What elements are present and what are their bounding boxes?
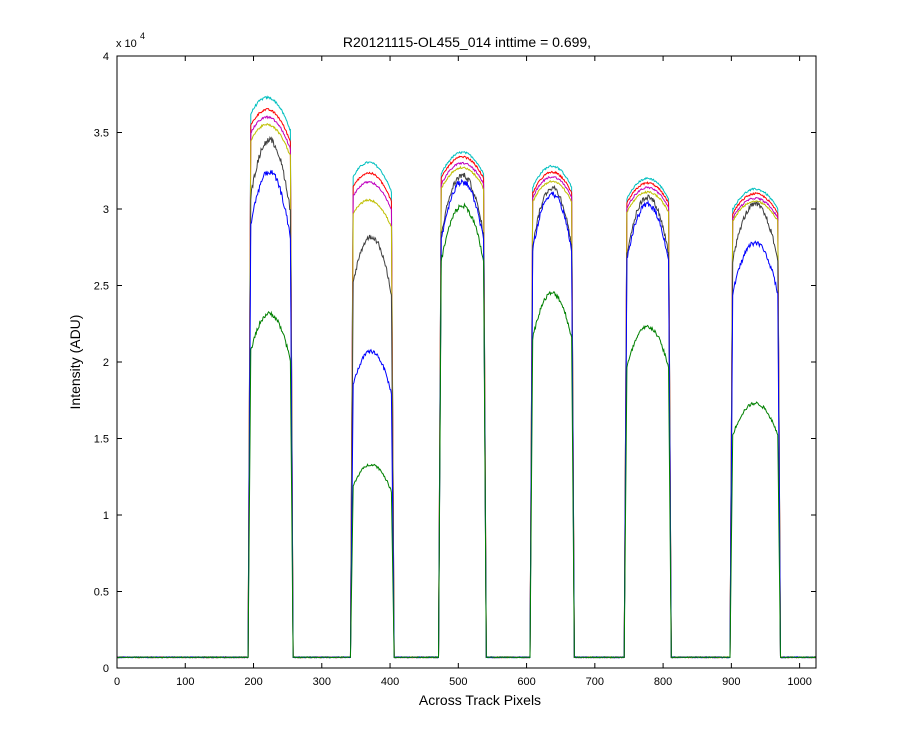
x-tick-label: 400 xyxy=(381,676,399,688)
plot-frame xyxy=(116,55,817,669)
y-multiplier-exponent: 4 xyxy=(140,31,145,41)
y-axis-label: Intensity (ADU) xyxy=(67,315,83,410)
x-axis-label: Across Track Pixels xyxy=(419,692,541,708)
y-tick-label: 0.5 xyxy=(94,587,109,599)
y-tick-label: 0 xyxy=(103,663,109,675)
y-tick-label: 2.5 xyxy=(94,281,109,293)
x-tick-label: 900 xyxy=(722,676,740,688)
x-tick-label: 200 xyxy=(244,676,262,688)
series-line xyxy=(116,108,817,659)
series-line xyxy=(116,115,817,659)
y-tick-label: 3.5 xyxy=(94,128,109,140)
x-tick-label: 700 xyxy=(586,676,604,688)
series-line xyxy=(116,202,817,659)
series-layer xyxy=(116,95,817,659)
series-line xyxy=(116,135,817,659)
series-line xyxy=(116,122,817,659)
x-tick-label: 300 xyxy=(313,676,331,688)
series-line xyxy=(116,95,817,659)
ticks-layer: 0 100 200 300 400 500 600 700 800 900 1000 0 0.5 1 1.5… xyxy=(94,51,816,688)
y-tick-label: 1.5 xyxy=(94,434,109,446)
x-tick-label: 100 xyxy=(176,676,194,688)
chart-title: R20121115-OL455_014 inttime = 0.699, xyxy=(343,34,591,50)
x-tick-label: 0 xyxy=(114,676,120,688)
y-tick-label: 2 xyxy=(103,357,109,369)
x-tick-label: 500 xyxy=(449,676,467,688)
y-multiplier-label: x 10 xyxy=(116,38,137,50)
x-tick-label: 600 xyxy=(517,676,535,688)
x-tick-label: 1000 xyxy=(787,676,811,688)
y-tick-label: 1 xyxy=(103,510,109,522)
y-tick-label: 3 xyxy=(103,204,109,216)
series-line xyxy=(116,169,817,659)
x-tick-label: 800 xyxy=(654,676,672,688)
y-tick-label: 4 xyxy=(103,51,109,63)
